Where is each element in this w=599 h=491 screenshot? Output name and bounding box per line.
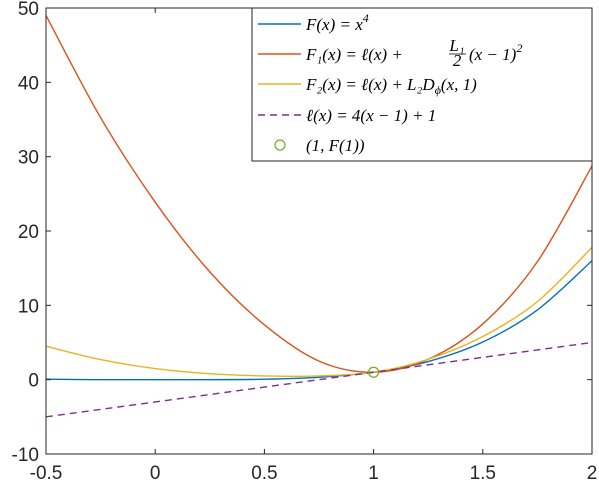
x-tick-label: 1	[368, 463, 379, 484]
y-tick-label: 40	[18, 73, 39, 94]
legend: F(x) = x4 F₁(x) = ℓ(x) + L₁ 2 (x − 1)2 F…	[251, 7, 593, 162]
x-tick-label: 2	[587, 463, 598, 484]
y-tick-label: 30	[18, 148, 39, 169]
y-tick-label: 50	[18, 0, 39, 20]
legend-label-point: (1, F(1))	[306, 136, 365, 155]
legend-label-f1-tail: (x − 1)2	[469, 41, 522, 64]
series-line-3	[45, 246, 593, 378]
y-tick-label: -10	[12, 445, 39, 466]
legend-swatch-point	[274, 139, 286, 151]
legend-box	[251, 7, 593, 162]
data-point-1	[367, 366, 380, 378]
legend-label-f2: F₂(x) = ℓ(x) + L₂Dϕ(x, 1)	[305, 75, 477, 97]
legend-entry-f1: F₁(x) = ℓ(x) + L₁ 2 (x − 1)2	[258, 36, 522, 70]
x-tick-label: 0	[150, 463, 161, 484]
series-line-4	[45, 341, 593, 418]
legend-entry-f2: F₂(x) = ℓ(x) + L₂Dϕ(x, 1)	[258, 75, 477, 97]
legend-frac-den: 2	[453, 51, 462, 70]
x-tick-label: 0.5	[251, 463, 277, 484]
legend-frac-num: L₁	[448, 36, 464, 55]
legend-entry-f: F(x) = x4	[258, 11, 369, 34]
series-line-1	[45, 260, 593, 381]
legend-label-l: ℓ(x) = 4(x − 1) + 1	[306, 106, 436, 125]
y-tick-label: 10	[18, 296, 39, 317]
legend-entry-point: (1, F(1))	[274, 136, 365, 155]
legend-label-f: F(x) = x4	[305, 11, 369, 34]
series-layer	[45, 15, 593, 418]
legend-label-f1: F₁(x) = ℓ(x) +	[305, 45, 403, 64]
y-tick-label: 20	[18, 222, 39, 243]
ticks-layer: -0.5 0 0.5 1 1.5 2 -10 0 10 20 30 40 50	[12, 0, 598, 484]
x-tick-label: 1.5	[470, 463, 496, 484]
x-tick-label: -0.5	[30, 463, 63, 484]
y-tick-label: 0	[28, 371, 39, 392]
series-line-2	[45, 15, 593, 373]
legend-entry-l: ℓ(x) = 4(x − 1) + 1	[258, 106, 436, 125]
